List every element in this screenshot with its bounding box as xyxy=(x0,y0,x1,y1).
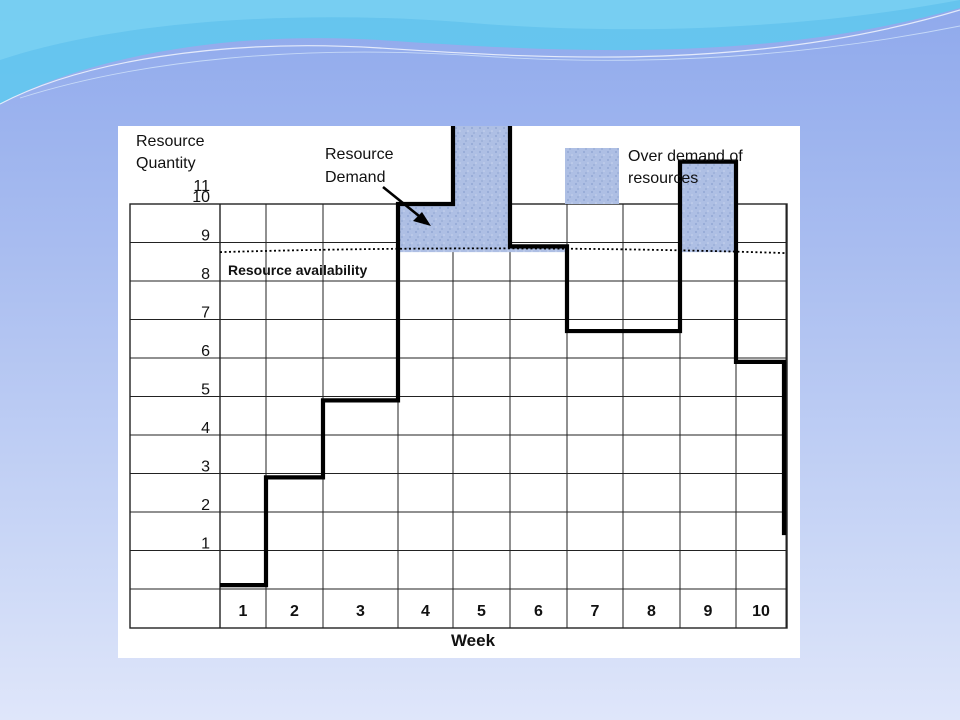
demand-annotation-line-1: Resource xyxy=(325,146,394,163)
x-tick-week-2: 2 xyxy=(290,603,299,620)
over-demand-area-week-6 xyxy=(510,246,567,253)
resource-chart-svg: 1 2 3 4 5 6 7 8 9 10 1 2 3 4 5 6 7 8 9 10 Resource Quantity… xyxy=(129,126,788,650)
y-tick-10: 10 xyxy=(192,189,210,206)
demand-annotation-line-2: Demand xyxy=(325,169,385,186)
x-tick-week-3: 3 xyxy=(356,603,365,620)
availability-label: Resource availability xyxy=(228,262,368,278)
x-tick-week-9: 9 xyxy=(704,603,713,620)
y-axis-label-line-2: Quantity xyxy=(136,155,196,172)
y-tick-7: 7 xyxy=(201,305,210,322)
over-demand-areas xyxy=(398,126,736,253)
x-tick-week-1: 1 xyxy=(239,603,248,620)
y-tick-1: 1 xyxy=(201,536,210,553)
x-axis-label: Week xyxy=(451,631,496,650)
y-tick-5: 5 xyxy=(201,382,210,399)
y-tick-2: 2 xyxy=(201,497,210,514)
y-tick-8: 8 xyxy=(201,266,210,283)
resource-demand-line xyxy=(220,126,787,588)
background-waves xyxy=(0,0,960,105)
x-tick-week-6: 6 xyxy=(534,603,543,620)
x-tick-week-7: 7 xyxy=(591,603,600,620)
x-tick-week-8: 8 xyxy=(647,603,656,620)
y-tick-6: 6 xyxy=(201,343,210,360)
y-tick-4: 4 xyxy=(201,420,210,437)
availability-line xyxy=(219,247,788,255)
y-tick-11: 11 xyxy=(193,178,210,195)
y-tick-3: 3 xyxy=(201,459,210,476)
x-tick-week-5: 5 xyxy=(477,603,486,620)
resource-chart: 1 2 3 4 5 6 7 8 9 10 1 2 3 4 5 6 7 8 9 10 Resource Quantity… xyxy=(118,126,800,658)
tick-labels: 1 2 3 4 5 6 7 8 9 10 1 2 3 4 5 6 7 8 9 10 xyxy=(192,189,770,620)
over-demand-legend-line-2: resources xyxy=(628,170,698,187)
over-demand-area-week-9 xyxy=(680,161,736,253)
demand-arrow xyxy=(382,185,431,226)
x-tick-week-10: 10 xyxy=(752,603,770,620)
y-axis-label-line-1: Resource xyxy=(136,133,205,150)
demand-line-layer xyxy=(220,126,787,588)
x-tick-week-4: 4 xyxy=(421,603,430,620)
over-demand-legend-swatch xyxy=(565,148,619,204)
over-demand-area-week-4 xyxy=(398,204,453,253)
over-demand-area-week-5 xyxy=(453,126,510,253)
y-tick-9: 9 xyxy=(201,228,210,245)
availability-layer xyxy=(219,247,788,255)
over-demand-legend-line-1: Over demand of xyxy=(628,148,743,165)
